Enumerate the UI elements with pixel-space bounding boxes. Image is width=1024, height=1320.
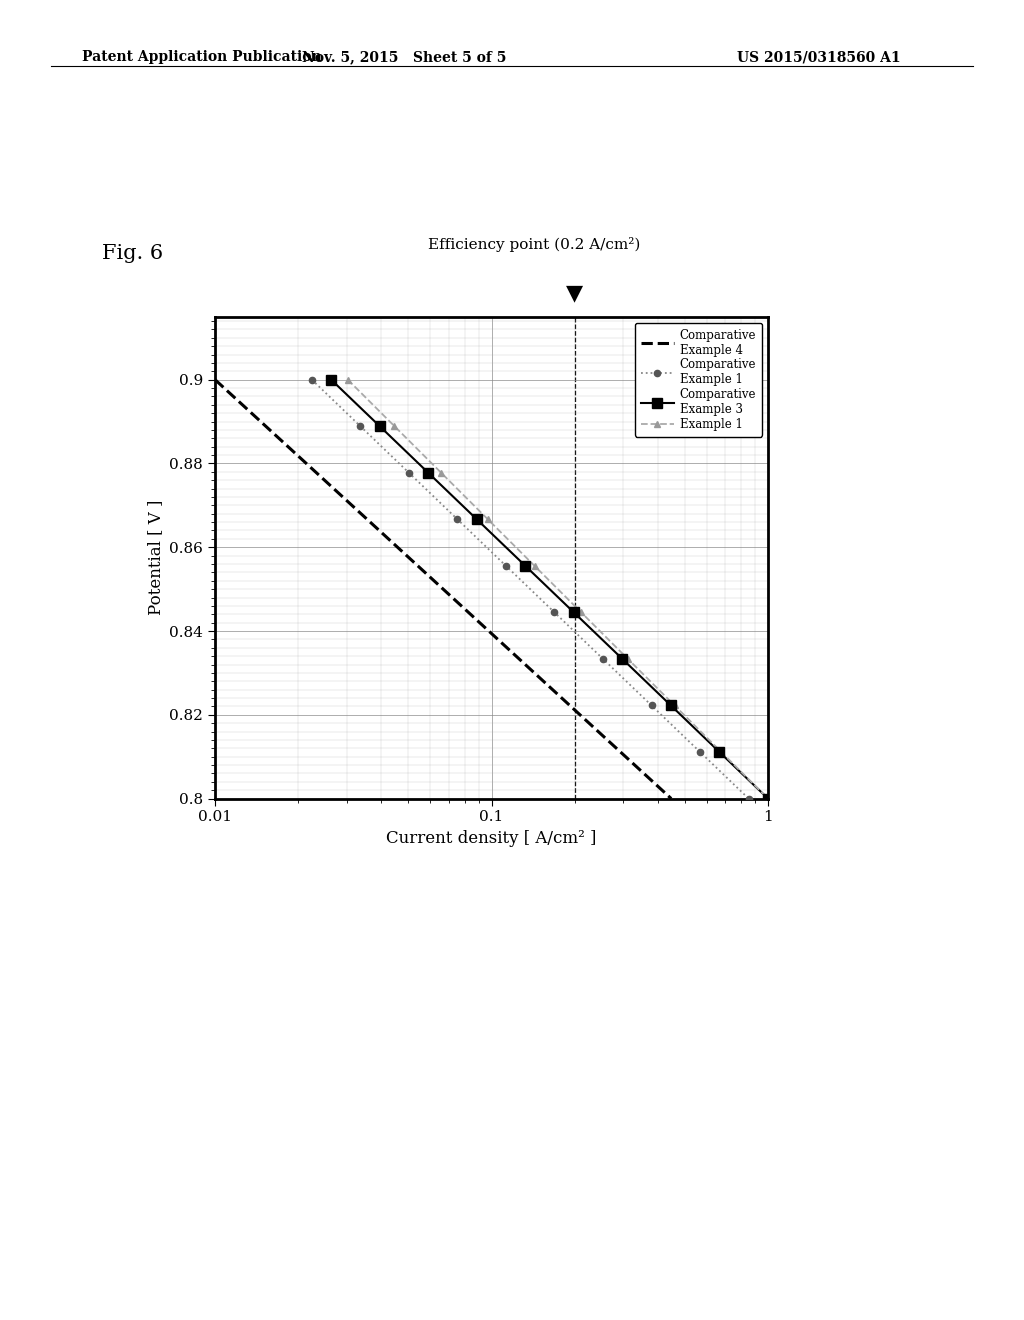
Comparative
Example 4 (666, 791, 678, 807)
Comparative
Example 3 (325, 372, 337, 388)
Example 1 (528, 558, 541, 574)
Example 1 (388, 418, 400, 434)
Comparative
Example 4 (227, 388, 240, 404)
Comparative
Example 4 (294, 450, 306, 466)
Example 1 (669, 697, 681, 713)
Comparative
Example 4 (209, 372, 221, 388)
Comparative
Example 1 (694, 744, 707, 760)
Y-axis label: Potential [ V ]: Potential [ V ] (146, 500, 164, 615)
Example 1 (715, 744, 727, 760)
Example 1 (622, 651, 634, 667)
Comparative
Example 3 (616, 651, 629, 667)
Comparative
Example 3 (471, 511, 483, 527)
Line: Example 1: Example 1 (344, 376, 771, 803)
Legend: Comparative
Example 4, Comparative
Example 1, Comparative
Example 3, Example 1: Comparative Example 4, Comparative Examp… (635, 322, 762, 437)
Comparative
Example 1 (597, 651, 609, 667)
Comparative
Example 1 (354, 418, 367, 434)
Comparative
Example 3 (422, 465, 434, 480)
Comparative
Example 3 (762, 791, 774, 807)
Comparative
Example 1 (500, 558, 512, 574)
Text: Nov. 5, 2015   Sheet 5 of 5: Nov. 5, 2015 Sheet 5 of 5 (302, 50, 507, 65)
Comparative
Example 4 (331, 483, 343, 499)
Comparative
Example 1 (452, 511, 464, 527)
Comparative
Example 3 (519, 558, 531, 574)
Line: Comparative
Example 3: Comparative Example 3 (327, 375, 773, 804)
Comparative
Example 3 (374, 418, 386, 434)
Comparative
Example 1 (742, 791, 755, 807)
Text: US 2015/0318560 A1: US 2015/0318560 A1 (737, 50, 901, 65)
Comparative
Example 1 (549, 605, 561, 620)
X-axis label: Current density [ A/cm² ]: Current density [ A/cm² ] (386, 830, 597, 847)
Example 1 (435, 465, 447, 480)
Line: Comparative
Example 1: Comparative Example 1 (308, 376, 752, 801)
Text: Fig. 6: Fig. 6 (102, 244, 164, 263)
Comparative
Example 3 (714, 744, 726, 760)
Example 1 (762, 791, 774, 807)
Comparative
Example 4 (237, 397, 249, 413)
Comparative
Example 3 (665, 697, 677, 713)
Comparative
Example 1 (402, 465, 415, 480)
Text: Patent Application Publication: Patent Application Publication (82, 50, 322, 65)
Line: Comparative
Example 4: Comparative Example 4 (215, 380, 672, 799)
Text: ▼: ▼ (566, 282, 584, 304)
Text: Efficiency point (0.2 A/cm²): Efficiency point (0.2 A/cm²) (428, 236, 640, 252)
Example 1 (342, 372, 354, 388)
Comparative
Example 3 (567, 605, 580, 620)
Example 1 (575, 605, 588, 620)
Example 1 (481, 511, 494, 527)
Comparative
Example 1 (645, 697, 657, 713)
Comparative
Example 4 (626, 755, 638, 771)
Comparative
Example 1 (305, 372, 317, 388)
Comparative
Example 4 (642, 770, 654, 785)
